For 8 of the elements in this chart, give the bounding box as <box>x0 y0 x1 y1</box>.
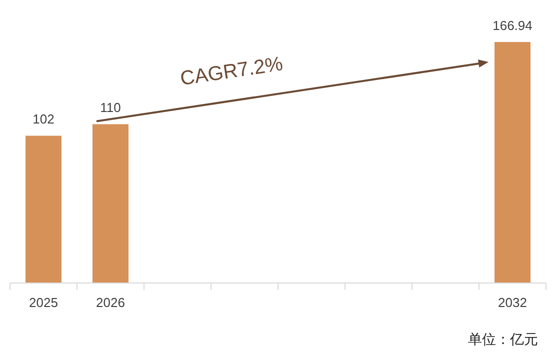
x-tick-label: 2032 <box>498 295 527 310</box>
text: 单位：亿元 <box>468 331 538 347</box>
annotation: CAGR7.2% <box>178 53 285 90</box>
data-label: 166.94 <box>492 18 532 33</box>
data-label: 110 <box>100 100 121 116</box>
x-tick-label: 2026 <box>96 295 125 310</box>
x-tick-label: 2025 <box>29 295 58 310</box>
data-label: 102 <box>32 112 54 127</box>
